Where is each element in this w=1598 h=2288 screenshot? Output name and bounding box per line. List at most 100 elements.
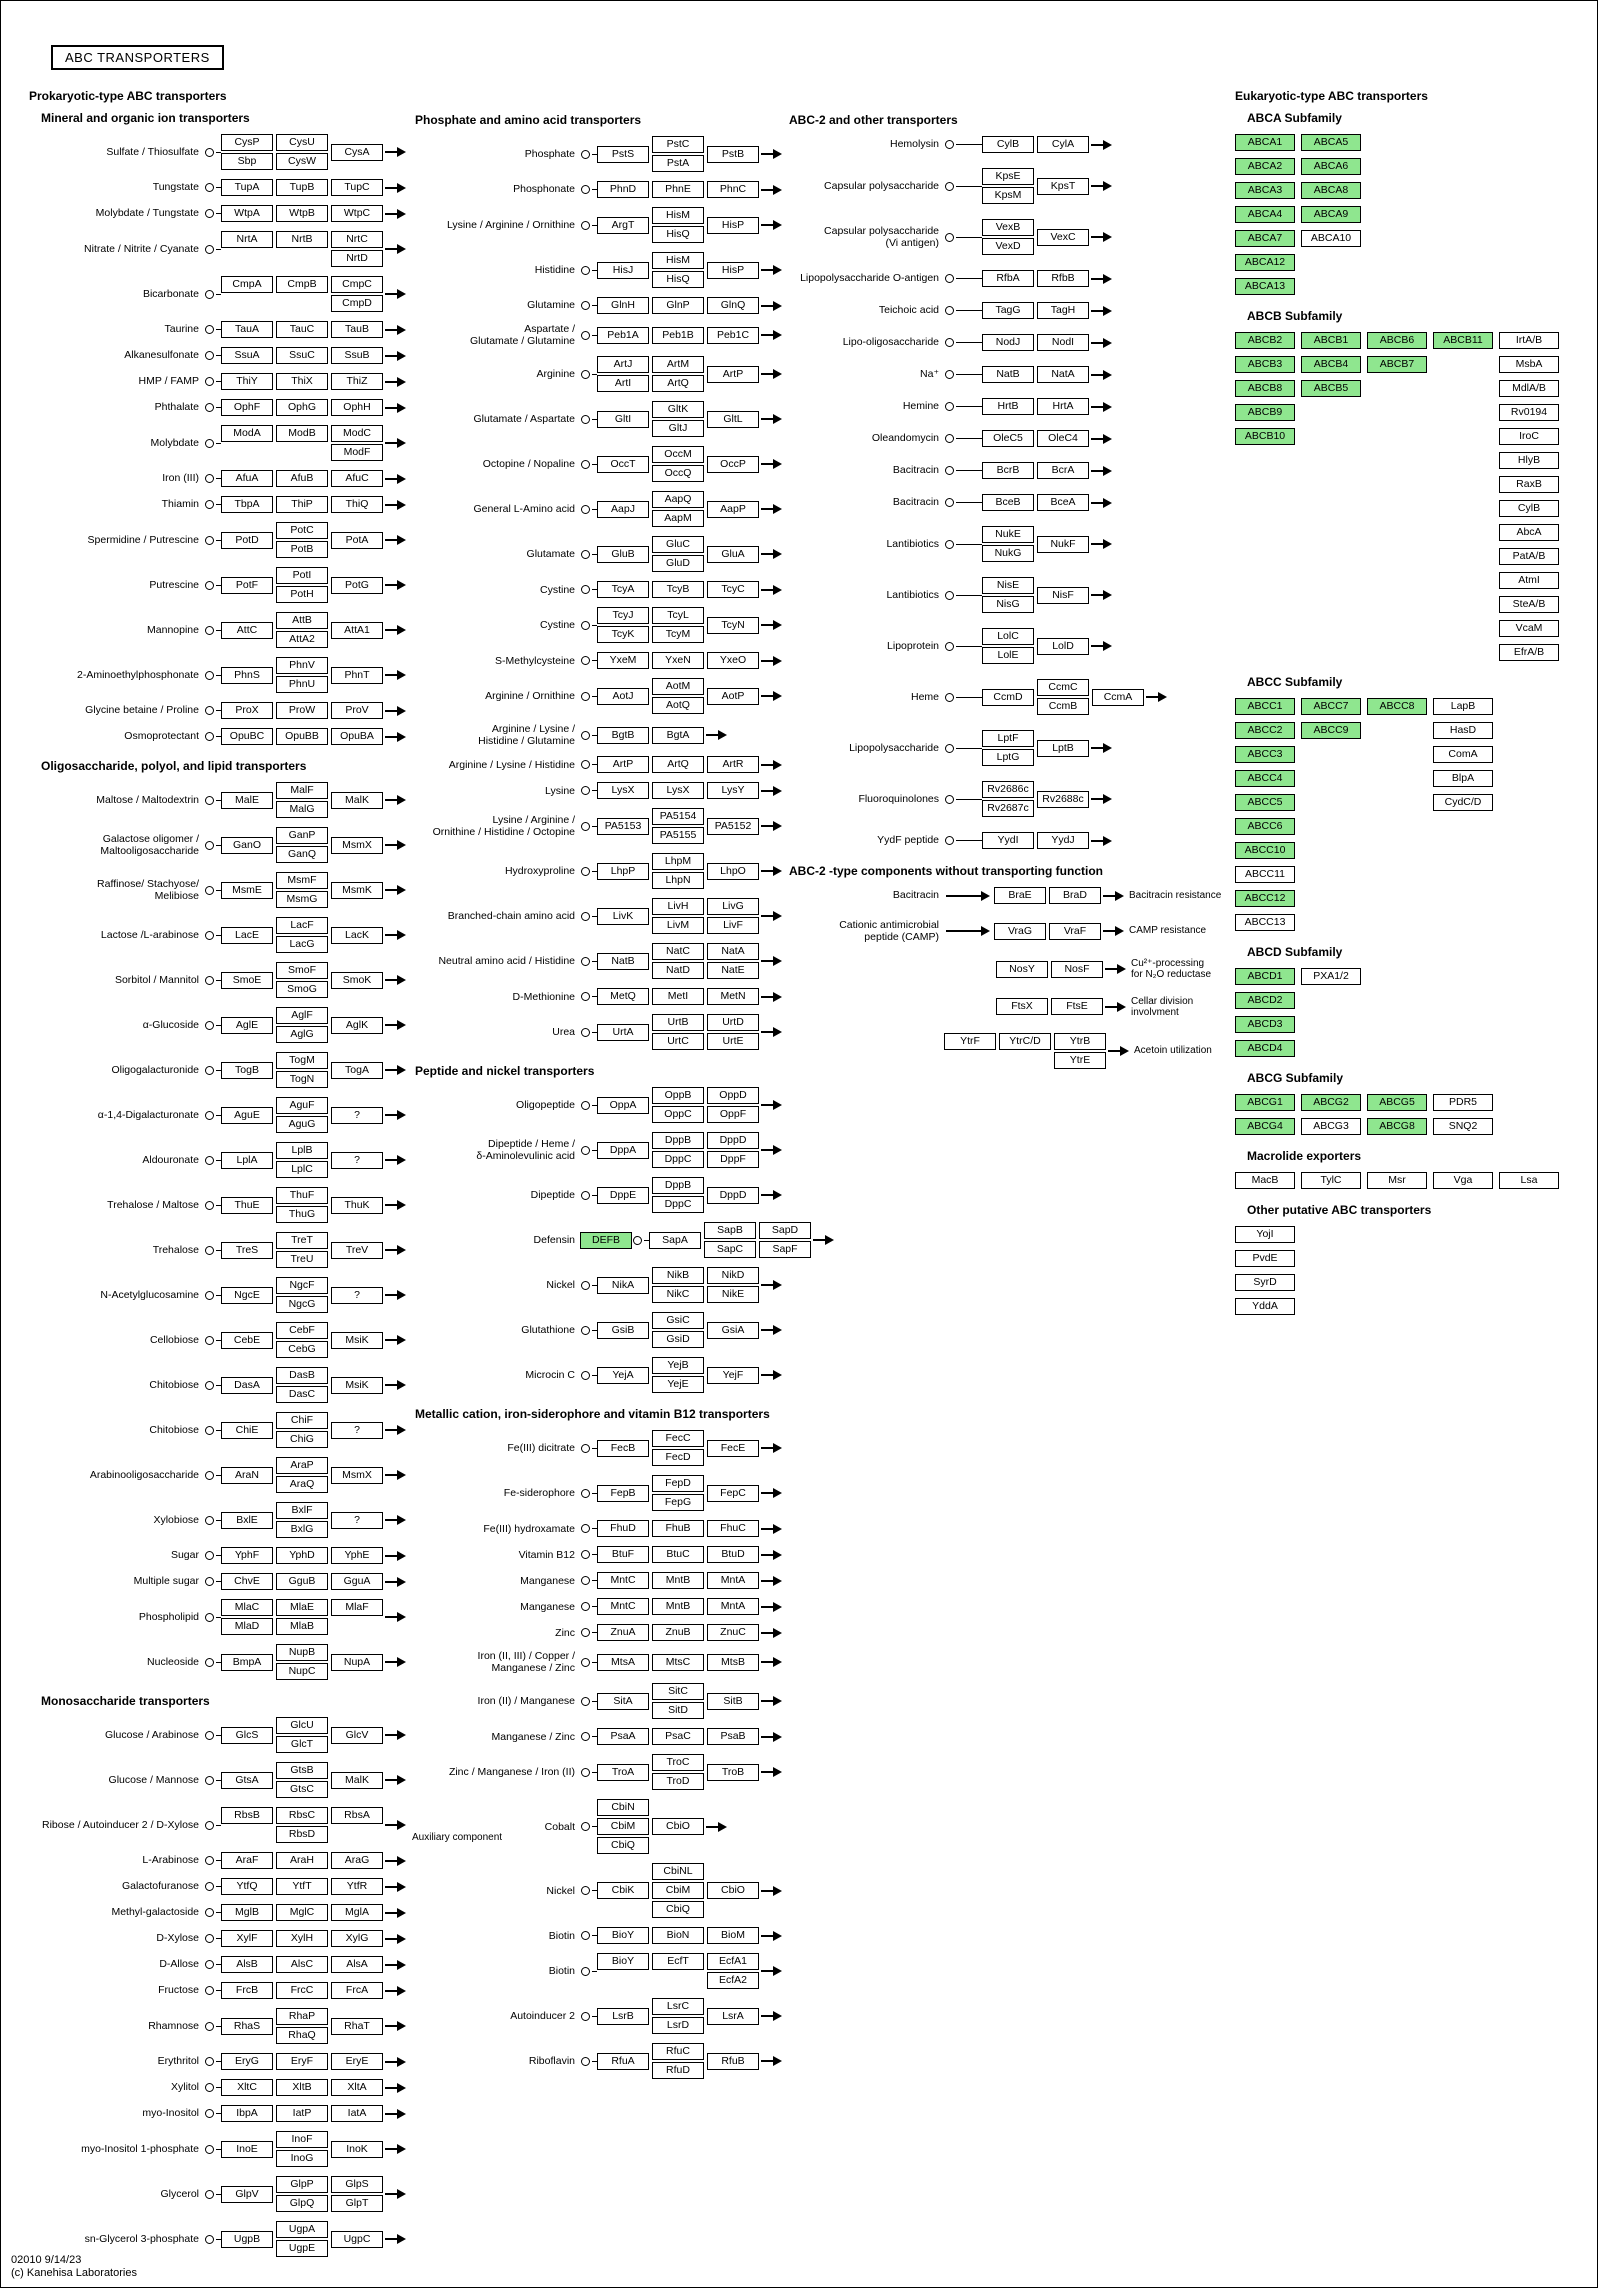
gene-box-thiz[interactable]: ThiZ <box>331 373 383 390</box>
gene-box-xlta[interactable]: XltA <box>331 2079 383 2096</box>
gene-box-opubc[interactable]: OpuBC <box>221 728 273 745</box>
compound-circle[interactable] <box>205 2144 214 2154</box>
compound-circle[interactable] <box>205 474 214 483</box>
gene-box-rv0194[interactable]: Rv0194 <box>1499 404 1559 421</box>
compound-circle[interactable] <box>581 1931 590 1941</box>
gene-box-artr[interactable]: ArtR <box>707 756 759 774</box>
compound-circle[interactable] <box>205 1908 214 1917</box>
compound-circle[interactable] <box>945 434 954 443</box>
compound-circle[interactable] <box>205 1290 214 1300</box>
compound-circle[interactable] <box>581 585 590 595</box>
gene-box-dasc[interactable]: DasC <box>276 1386 328 1403</box>
gene-box-bcea[interactable]: BceA <box>1037 494 1089 511</box>
gene-box-btuc[interactable]: BtuC <box>652 1546 704 1564</box>
gene-box-male[interactable]: MalE <box>221 791 273 809</box>
gene-box-lole[interactable]: LolE <box>982 647 1034 664</box>
gene-box-lhpn[interactable]: LhpN <box>652 872 704 890</box>
compound-circle[interactable] <box>945 306 954 315</box>
gene-box-mnta[interactable]: MntA <box>707 1598 759 1616</box>
gene-box-xylg[interactable]: XylG <box>331 1930 383 1947</box>
compound-circle[interactable] <box>581 1767 590 1777</box>
compound-circle[interactable] <box>205 1200 214 1210</box>
gene-box-thiy[interactable]: ThiY <box>221 373 273 390</box>
gene-box-aglk[interactable]: AglK <box>331 1016 383 1034</box>
gene-box-arah[interactable]: AraH <box>276 1852 328 1869</box>
gene-box-argt[interactable]: ArgT <box>597 216 649 234</box>
gene-box-abcb11[interactable]: ABCB11 <box>1433 332 1493 349</box>
gene-box-afua[interactable]: AfuA <box>221 470 273 487</box>
gene-box-glcv[interactable]: GlcV <box>331 1726 383 1744</box>
gene-box-dasb[interactable]: DasB <box>276 1367 328 1384</box>
gene-box-sapf[interactable]: SapF <box>759 1241 811 1259</box>
gene-box-olec5[interactable]: OleC5 <box>982 430 1034 447</box>
compound-circle[interactable] <box>945 140 954 149</box>
gene-box-pa5153[interactable]: PA5153 <box>597 817 649 835</box>
gene-box-potc[interactable]: PotC <box>276 522 328 539</box>
gene-box-lacg[interactable]: LacG <box>276 936 328 953</box>
gene-box-vexd[interactable]: VexD <box>982 238 1034 255</box>
compound-circle[interactable] <box>205 1515 214 1525</box>
gene-box-tupb[interactable]: TupB <box>276 179 328 196</box>
gene-box-iroc[interactable]: IroC <box>1499 428 1559 445</box>
gene-box-artp[interactable]: ArtP <box>707 365 759 383</box>
gene-box-nodj[interactable]: NodJ <box>982 334 1034 351</box>
compound-circle[interactable] <box>581 1886 590 1896</box>
gene-box-hisq[interactable]: HisQ <box>652 271 704 288</box>
gene-box-opubb[interactable]: OpuBB <box>276 728 328 745</box>
gene-box-occm[interactable]: OccM <box>652 446 704 464</box>
gene-box-nisg[interactable]: NisG <box>982 596 1034 613</box>
gene-box-sapa[interactable]: SapA <box>649 1231 701 1249</box>
gene-box-cbio[interactable]: CbiO <box>652 1818 704 1836</box>
gene-box-glnp[interactable]: GlnP <box>652 297 704 314</box>
gene-box-lptb[interactable]: LptB <box>1037 739 1089 757</box>
gene-box-nisf[interactable]: NisF <box>1037 586 1089 604</box>
compound-circle[interactable] <box>581 1657 590 1667</box>
gene-box-irtab[interactable]: IrtA/B <box>1499 332 1559 349</box>
gene-box-poth[interactable]: PotH <box>276 586 328 603</box>
gene-box-sitc[interactable]: SitC <box>652 1683 704 1701</box>
gene-box-ugpc[interactable]: UgpC <box>331 2230 383 2248</box>
gene-box-artq[interactable]: ArtQ <box>652 756 704 774</box>
compound-circle[interactable] <box>581 149 590 159</box>
gene-box-vga[interactable]: Vga <box>1433 1172 1493 1189</box>
gene-box-glnh[interactable]: GlnH <box>597 297 649 314</box>
gene-box-arag[interactable]: AraG <box>331 1852 383 1869</box>
gene-box-togm[interactable]: TogM <box>276 1052 328 1069</box>
gene-box-tupa[interactable]: TupA <box>221 179 273 196</box>
gene-box-nosf[interactable]: NosF <box>1051 960 1103 978</box>
gene-box-kpse[interactable]: KpsE <box>982 168 1034 185</box>
compound-circle[interactable] <box>205 2057 214 2066</box>
gene-box-attc[interactable]: AttC <box>221 621 273 639</box>
gene-box-rbsc[interactable]: RbsC <box>276 1807 328 1824</box>
compound-circle[interactable] <box>205 840 214 850</box>
gene-box-nata[interactable]: NatA <box>1037 366 1089 383</box>
gene-box-natb[interactable]: NatB <box>982 366 1034 383</box>
gene-box-lpla[interactable]: LplA <box>221 1151 273 1169</box>
gene-box-ngcg[interactable]: NgcG <box>276 1296 328 1313</box>
gene-box-nika[interactable]: NikA <box>597 1276 649 1294</box>
gene-box-syrd[interactable]: SyrD <box>1235 1274 1295 1291</box>
compound-circle[interactable] <box>581 369 590 379</box>
compound-circle[interactable] <box>581 1190 590 1200</box>
gene-box-dppf[interactable]: DppF <box>707 1151 759 1169</box>
gene-box-cbinl[interactable]: CbiNL <box>652 1863 704 1881</box>
gene-box-psac[interactable]: PsaC <box>652 1728 704 1746</box>
gene-box-nosy[interactable]: NosY <box>996 960 1048 978</box>
gene-box-pvde[interactable]: PvdE <box>1235 1250 1295 1267</box>
gene-box-ftsx[interactable]: FtsX <box>996 998 1048 1016</box>
compound-circle[interactable] <box>205 403 214 412</box>
compound-circle[interactable] <box>205 1856 214 1865</box>
gene-box-nike[interactable]: NikE <box>707 1286 759 1304</box>
gene-box-ccmb[interactable]: CcmB <box>1037 698 1089 715</box>
compound-circle[interactable] <box>205 795 214 805</box>
gene-box-fepc[interactable]: FepC <box>707 1484 759 1502</box>
gene-box-xltc[interactable]: XltC <box>221 2079 273 2096</box>
gene-box-abca6[interactable]: ABCA6 <box>1301 158 1361 175</box>
gene-box-araq[interactable]: AraQ <box>276 1476 328 1493</box>
gene-box-tcym[interactable]: TcyM <box>652 626 704 644</box>
gene-box-cbiq[interactable]: CbiQ <box>597 1837 649 1855</box>
gene-box-lsra[interactable]: LsrA <box>707 2007 759 2025</box>
gene-box-cylb[interactable]: CylB <box>1499 500 1559 517</box>
compound-circle[interactable] <box>205 1110 214 1120</box>
gene-box-mntc[interactable]: MntC <box>597 1598 649 1616</box>
